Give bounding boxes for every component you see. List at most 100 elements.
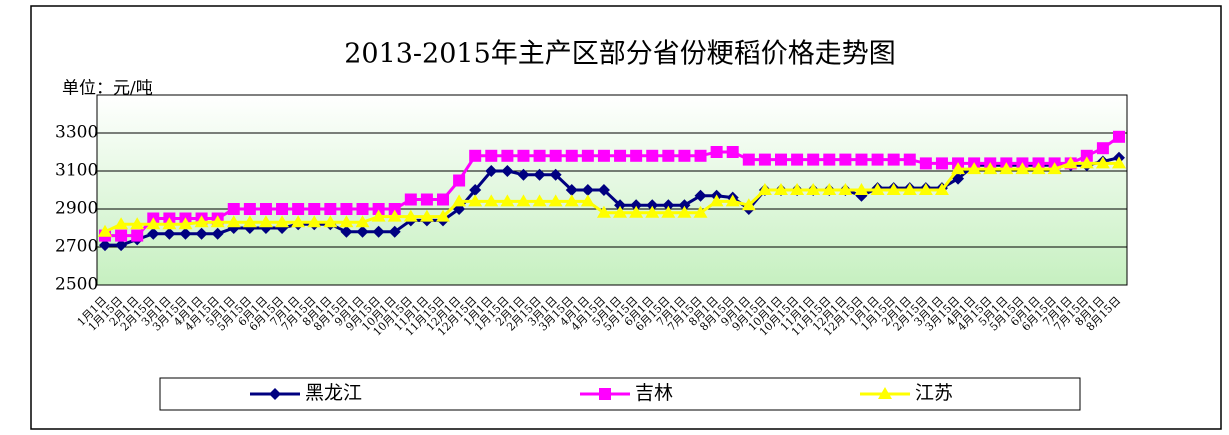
point [726,146,739,158]
point [115,239,128,252]
point [870,183,885,195]
point [646,149,659,162]
point [1095,156,1110,169]
point [630,149,643,162]
point [854,183,869,195]
point [276,203,289,215]
point [614,149,627,162]
point [275,215,290,228]
point [130,217,145,230]
plot-area [96,94,1128,286]
point [565,184,578,196]
point [662,199,675,212]
series-line [104,161,1119,234]
legend-label: 江苏 [915,382,953,404]
point [501,149,514,162]
legend-marker [269,388,281,400]
point [614,199,627,212]
point [517,168,530,181]
y-tick-label: 3100 [55,161,98,181]
point [580,194,595,207]
point [597,184,610,196]
point [694,149,707,162]
point [823,153,836,166]
point [662,149,675,162]
point [436,209,450,222]
point [532,194,547,207]
point [999,162,1014,175]
point [372,203,385,215]
point [258,215,273,228]
legend-label: 黑龙江 [305,382,362,404]
point [694,189,707,202]
y-tick-label: 3300 [55,123,98,143]
point [678,149,691,162]
point [661,205,676,218]
point [1031,162,1046,175]
point [179,227,192,240]
point [742,153,755,166]
point [243,203,256,215]
point [581,184,594,196]
point [839,153,852,166]
point [533,149,546,162]
point [387,209,402,222]
point [437,193,449,206]
point [131,229,144,242]
point [967,162,982,175]
point [807,153,820,166]
series-line [105,156,1120,247]
y-tick-label: 2900 [55,199,98,219]
point [822,183,837,195]
point [775,153,787,166]
point [549,168,562,181]
point [1096,142,1109,155]
point [242,215,257,228]
point [903,153,916,166]
point [629,205,644,218]
point [99,239,111,252]
point [757,183,772,195]
point [195,227,208,240]
y-tick-label: 2700 [55,237,98,257]
point [501,165,514,177]
chart-title: 2013-2015年主产区部分省份粳稻价格走势图 [344,39,896,70]
point [485,149,498,162]
point [324,203,337,215]
point [646,199,659,212]
point [935,157,948,170]
point [356,225,369,238]
point [291,215,306,228]
point [533,168,546,181]
point [758,153,771,166]
point [485,165,498,177]
point [98,224,112,237]
point [678,199,691,212]
point [1113,130,1125,143]
legend [159,377,1081,411]
point [452,194,467,207]
point [549,149,562,162]
point [162,217,177,230]
point [340,203,353,215]
point [1112,156,1126,169]
point [934,183,949,195]
point [468,194,483,207]
point [453,174,466,187]
point [292,203,305,215]
point [194,215,209,228]
point [902,183,917,195]
point [596,205,611,218]
point [147,227,160,240]
point [725,194,740,207]
point [806,183,821,195]
point [516,194,531,207]
point [581,149,594,162]
point [484,194,499,207]
point [372,225,385,238]
point [710,146,723,158]
point [403,209,418,222]
unit-label: 单位：元/吨 [62,79,153,99]
point [388,203,401,215]
